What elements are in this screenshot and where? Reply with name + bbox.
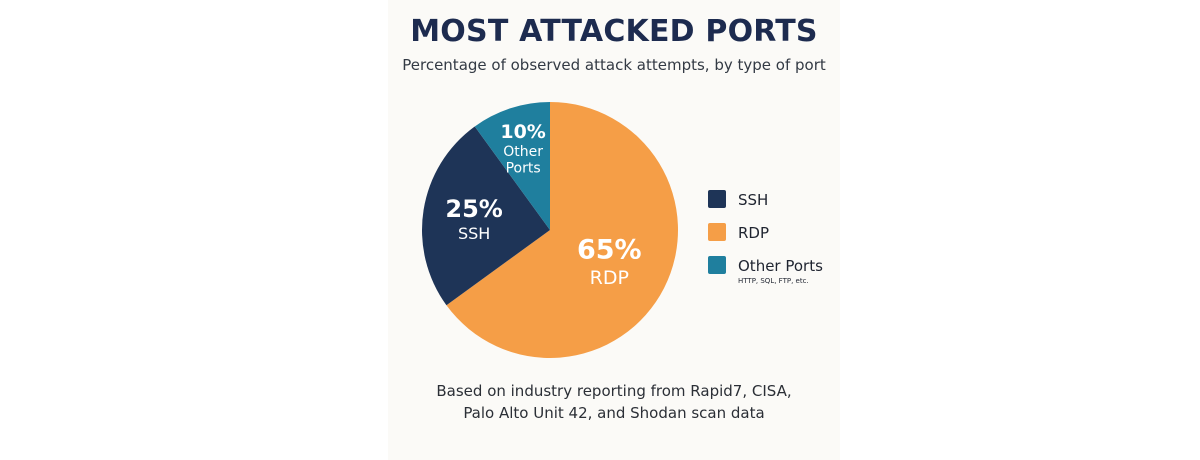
pie-label-pct-rdp: 65% (577, 235, 642, 266)
pie-label-pct-other-ports: 10% (500, 121, 545, 143)
legend-label-ssh: SSH (738, 191, 768, 209)
chart-legend: SSH RDP Other Ports HTTP, SQL, FTP, etc. (708, 190, 823, 285)
chart-panel: MOST ATTACKED PORTS Percentage of observ… (388, 0, 840, 460)
pie-slice-other-ports (474, 102, 550, 230)
legend-label-other-ports: Other Ports (738, 257, 823, 275)
chart-subtitle: Percentage of observed attack attempts, … (402, 56, 826, 74)
chart-title: MOST ATTACKED PORTS (410, 14, 818, 49)
pie-slice-ssh (422, 126, 550, 306)
legend-swatch-rdp (708, 223, 726, 241)
source-note: Based on industry reporting from Rapid7,… (388, 380, 840, 424)
pie-label-name-ssh: SSH (458, 224, 490, 243)
legend-label-rdp: RDP (738, 224, 769, 242)
pie-label-pct-ssh: 25% (445, 195, 502, 223)
pie-label-name-rdp: RDP (590, 267, 629, 289)
legend-swatch-other-ports (708, 256, 726, 274)
pie-label-name-other-ports: Other (503, 144, 543, 160)
legend-swatch-ssh (708, 190, 726, 208)
source-line-1: Based on industry reporting from Rapid7,… (436, 382, 792, 400)
pie-label-name-other-ports: Ports (506, 160, 541, 176)
source-line-2: Palo Alto Unit 42, and Shodan scan data (463, 404, 765, 422)
pie-slice-rdp (446, 102, 678, 359)
legend-sublabel-other-ports: HTTP, SQL, FTP, etc. (738, 277, 809, 285)
pie-slices (422, 102, 678, 359)
